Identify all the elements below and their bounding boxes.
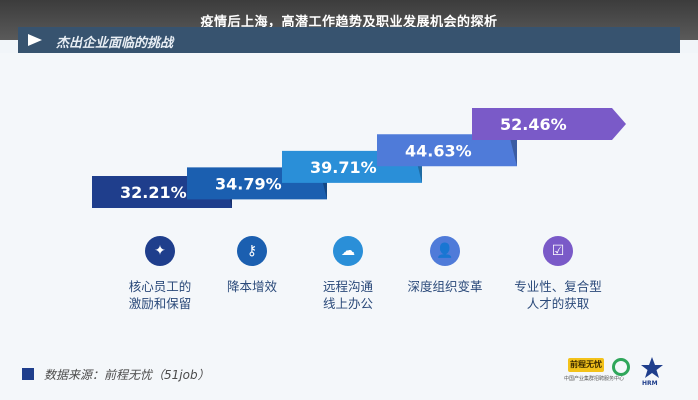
arrow-icon [28,34,42,46]
page-title: 疫情后上海，高潜工作趋势及职业发展机会的探析 [200,15,498,30]
staircase-chart: 32.21% 34.79% 39.71% 44.63% 52.46% [92,108,626,208]
source-text: 数据来源：前程无忧（51job） [44,367,210,382]
category-item-2: ⚷ 降本增效 [192,236,312,295]
section-heading: 杰出企业面临的挑战 [56,36,174,51]
logo-group: 前程无忧 中国产业集群招聘服务中心 HRM [560,356,690,390]
category-item-4: 👤 深度组织变革 [385,236,505,295]
category-label: 核心员工的 激励和保留 [128,279,192,311]
category-item-3: ☁ 远程沟通 线上办公 [288,236,408,312]
value-label-5: 52.46% [500,115,567,134]
qiancheng-logo: 前程无忧 [568,358,604,372]
category-label: 降本增效 [226,279,277,294]
bar-4 [377,134,517,167]
section-header: 杰出企业面临的挑战 [18,27,680,53]
hrm-logo-text: HRM [642,380,658,387]
bar-5 [472,108,626,140]
value-label-3: 39.71% [310,158,377,177]
value-label-4: 44.63% [405,141,472,160]
bar-fold-4 [509,134,517,167]
source-marker [22,368,34,380]
key-icon: ⚷ [237,236,267,266]
data-source: 数据来源：前程无忧（51job） [22,366,210,382]
qiancheng-logo-subtitle: 中国产业集群招聘服务中心 [564,376,625,382]
user-icon: 👤 [430,236,460,266]
circle-logo-icon [612,358,630,376]
cloud-icon: ☁ [333,236,363,266]
star-map-icon: ✦ [145,236,175,266]
value-label-2: 34.79% [215,174,282,193]
category-label: 远程沟通 线上办公 [322,279,373,311]
value-label-1: 32.21% [120,183,187,202]
hrm-star-logo-icon [641,357,663,378]
category-label: 专业性、复合型 人才的获取 [514,279,602,311]
category-label: 深度组织变革 [407,279,483,294]
category-item-1: ✦ 核心员工的 激励和保留 [100,236,220,312]
category-item-5: ☑ 专业性、复合型 人才的获取 [498,236,618,312]
checklist-icon: ☑ [543,236,573,266]
